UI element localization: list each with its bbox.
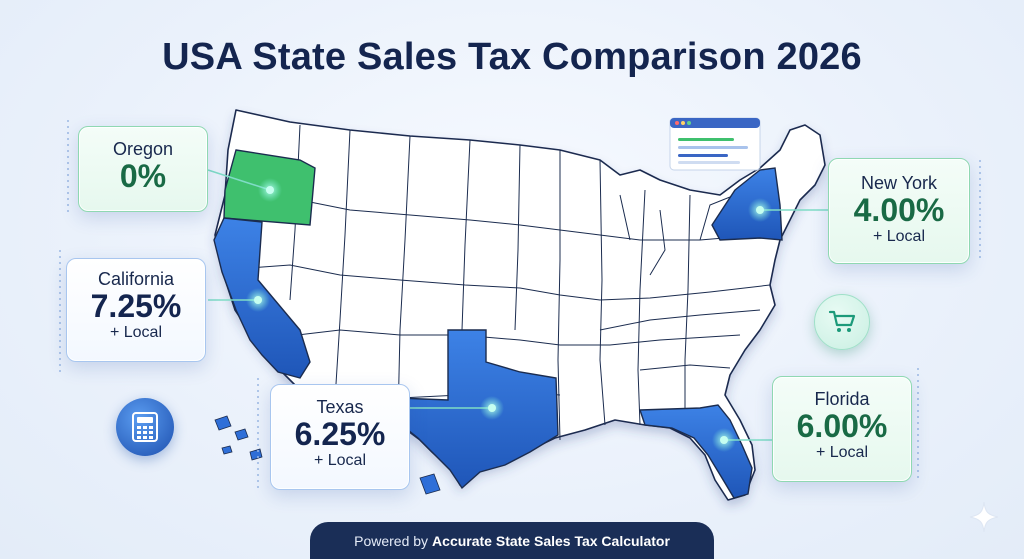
texas-card[interactable]: Texas 6.25% + Local — [270, 384, 410, 490]
calculator-icon — [132, 412, 158, 442]
calculator-button[interactable] — [116, 398, 174, 456]
footer-banner: Powered by Accurate State Sales Tax Calc… — [310, 522, 714, 559]
new-york-card[interactable]: New York 4.00% + Local — [828, 158, 970, 264]
california-local: + Local — [109, 323, 163, 341]
california-name: California — [97, 269, 175, 289]
texas-local: + Local — [313, 451, 367, 469]
browser-window-icon — [669, 117, 761, 171]
islands — [214, 415, 441, 495]
oregon-card[interactable]: Oregon 0% — [78, 126, 208, 212]
shopping-cart-icon — [828, 310, 856, 332]
california-rate: 7.25% — [90, 288, 182, 324]
glow-dots — [246, 178, 772, 452]
footer-prefix: Powered by — [354, 532, 429, 549]
cart-button[interactable] — [814, 294, 870, 350]
new-york-local: + Local — [872, 227, 926, 245]
oregon-name: Oregon — [112, 139, 174, 159]
florida-name: Florida — [814, 389, 870, 409]
california-card[interactable]: California 7.25% + Local — [66, 258, 206, 362]
texas-rate: 6.25% — [294, 416, 386, 452]
footer-brand[interactable]: Accurate State Sales Tax Calculator — [432, 532, 670, 549]
florida-card[interactable]: Florida 6.00% + Local — [772, 376, 912, 482]
texas-name: Texas — [316, 397, 364, 417]
new-york-rate: 4.00% — [853, 192, 945, 228]
new-york-shape[interactable] — [711, 167, 783, 241]
florida-local: + Local — [815, 443, 869, 461]
florida-rate: 6.00% — [796, 408, 888, 444]
card-accents — [59, 120, 981, 490]
sparkle-icon — [969, 501, 999, 533]
new-york-name: New York — [860, 173, 938, 193]
page-title: USA State Sales Tax Comparison 2026 — [162, 36, 862, 78]
oregon-rate: 0% — [119, 158, 167, 194]
state-borders — [221, 124, 771, 441]
